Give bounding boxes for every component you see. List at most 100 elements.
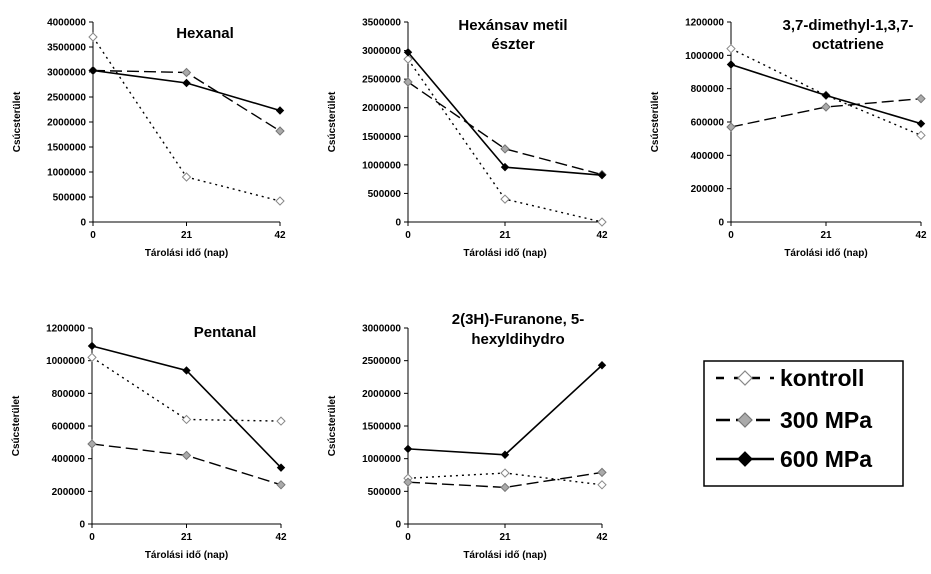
y-tick-label: 2500000: [47, 93, 86, 104]
y-tick-label: 4000000: [47, 18, 86, 29]
y-tick-label: 1000000: [362, 160, 401, 171]
data-point: [500, 162, 510, 172]
data-point: [181, 414, 192, 425]
y-tick-label: 0: [395, 520, 401, 531]
data-point: [597, 480, 607, 490]
data-point: [88, 66, 98, 75]
data-point: [916, 93, 926, 104]
y-tick-label: 0: [718, 218, 724, 229]
data-point: [88, 32, 98, 42]
y-tick-label: 1000000: [47, 168, 86, 179]
data-point: [916, 119, 926, 128]
data-point: [403, 54, 413, 64]
series-600-mpa: [87, 341, 286, 472]
series-600-mpa: [403, 48, 607, 180]
series-line: [407, 81, 603, 176]
series-300-mpa: [88, 65, 285, 136]
y-tick-label: 200000: [691, 184, 725, 195]
y-tick-label: 3500000: [362, 18, 401, 29]
x-axis-label: Tárolási idő (nap): [784, 248, 867, 259]
y-tick-label: 1000000: [46, 356, 85, 367]
x-tick-label: 0: [728, 230, 734, 241]
data-point: [821, 102, 831, 112]
data-point: [500, 450, 510, 459]
series-600-mpa: [88, 66, 285, 115]
x-axis-label: Tárolási idő (nap): [145, 248, 228, 259]
y-tick-label: 400000: [52, 454, 86, 465]
legend-marker: [737, 412, 753, 428]
x-axis-label: Tárolási idő (nap): [463, 248, 546, 259]
y-tick-label: 1500000: [362, 422, 401, 433]
x-tick-label: 21: [499, 532, 511, 543]
legend-entry: kontroll: [716, 365, 864, 391]
data-point: [87, 439, 97, 449]
data-point: [87, 352, 97, 363]
series-line: [407, 471, 603, 489]
x-tick-label: 21: [499, 230, 511, 241]
y-tick-label: 800000: [691, 84, 725, 95]
x-tick-label: 21: [181, 532, 193, 543]
y-tick-label: 2500000: [362, 75, 401, 86]
y-tick-label: 1500000: [362, 132, 401, 143]
y-axis-label: Csúcsterület: [327, 395, 338, 456]
x-tick-label: 21: [820, 230, 832, 241]
chart-title: hexyldihydro: [471, 331, 564, 348]
series-line: [91, 345, 282, 469]
x-tick-label: 42: [915, 230, 927, 241]
legend-marker: [737, 370, 753, 386]
x-tick-label: 42: [274, 230, 286, 241]
data-point: [726, 60, 736, 69]
data-point: [182, 78, 191, 88]
y-tick-label: 1500000: [47, 143, 86, 154]
data-point: [726, 43, 736, 54]
y-tick-label: 500000: [368, 487, 402, 498]
y-tick-label: 800000: [52, 389, 86, 400]
y-tick-label: 500000: [53, 193, 87, 204]
y-tick-label: 1000000: [362, 454, 401, 465]
y-tick-label: 0: [395, 218, 401, 229]
y-axis-label: Csúcsterület: [327, 91, 338, 152]
data-point: [87, 341, 97, 351]
series-kontroll: [87, 352, 286, 426]
data-point: [275, 106, 285, 115]
data-point: [403, 477, 413, 487]
chart-title: Pentanal: [194, 324, 257, 341]
chart-panel-2: 3500000 3000000 2500000 2000000 1500000 10000…: [327, 17, 608, 259]
data-point: [726, 122, 736, 132]
data-point: [276, 480, 286, 490]
chart-panel-4: 1200000 1000000 800000 600000 400000 200000 00…: [11, 324, 287, 562]
legend-entry: 600 MPa: [716, 446, 872, 472]
y-tick-label: 2000000: [362, 389, 401, 400]
data-point: [276, 463, 286, 472]
data-point: [403, 77, 413, 87]
chart-title: észter: [491, 36, 535, 53]
data-point: [500, 482, 510, 493]
legend: kontroll 300 MPa 600 MPa: [703, 360, 904, 487]
y-tick-label: 1000000: [685, 51, 724, 62]
y-tick-label: 3000000: [362, 324, 401, 335]
data-point: [181, 172, 192, 182]
series-kontroll: [403, 54, 607, 227]
y-tick-label: 500000: [368, 189, 402, 200]
series-line: [91, 443, 282, 486]
chart-title: octatriene: [812, 36, 884, 53]
data-point: [500, 144, 510, 154]
legend-box: [703, 360, 904, 487]
series-line: [407, 364, 603, 456]
legend-label: 600 MPa: [780, 446, 872, 472]
data-point: [597, 361, 607, 370]
data-point: [181, 67, 192, 78]
y-tick-label: 1200000: [46, 324, 85, 335]
y-tick-label: 400000: [691, 151, 725, 162]
y-tick-label: 600000: [52, 422, 86, 433]
chart-title: 3,7-dimethyl-1,3,7-: [783, 17, 914, 34]
series-kontroll: [403, 468, 607, 490]
y-tick-label: 2000000: [362, 103, 401, 114]
x-axis-label: Tárolási idő (nap): [463, 550, 546, 561]
chart-title: Hexanal: [176, 25, 234, 42]
x-tick-label: 0: [89, 532, 95, 543]
series-line: [730, 48, 922, 136]
series-600-mpa: [726, 60, 926, 128]
data-point: [275, 196, 285, 206]
data-point: [597, 467, 607, 478]
